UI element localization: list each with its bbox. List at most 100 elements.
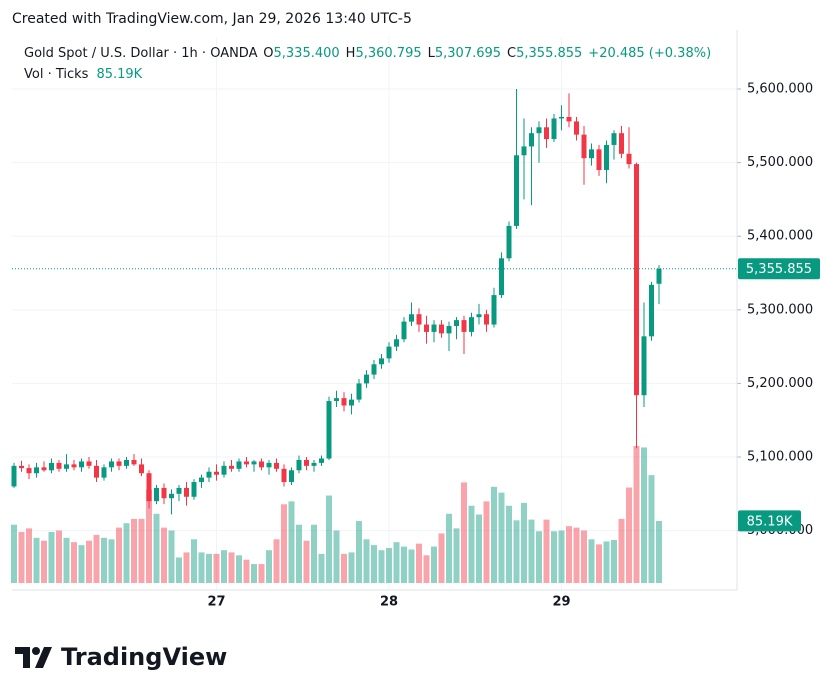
volume-bar: [183, 552, 190, 583]
candle-body: [634, 164, 639, 396]
candle-body: [529, 133, 534, 147]
candle-body: [589, 149, 594, 159]
volume-bar: [258, 564, 265, 583]
volume-bar: [356, 521, 362, 583]
candle-body: [649, 284, 654, 337]
candle-body: [296, 459, 302, 471]
candle-body: [124, 459, 129, 466]
volume-bar: [206, 553, 212, 583]
volume-bar: [251, 564, 257, 583]
candle-body: [169, 493, 174, 499]
volume-bar: [191, 539, 197, 583]
volume-bar: [198, 552, 205, 583]
volume-bar: [161, 527, 167, 583]
candle-body: [394, 339, 399, 347]
symbol: Gold Spot / U.S. Dollar · 1h · OANDA: [24, 46, 258, 61]
volume-bar: [423, 555, 430, 583]
volume-bar: [408, 549, 415, 583]
last-price-tag: [738, 258, 820, 280]
candle-body: [229, 465, 234, 469]
x-tick-label: 29: [552, 595, 570, 610]
volume-bar: [176, 557, 182, 583]
last-price-label: 5,355.855: [746, 262, 812, 277]
candle-body: [319, 458, 324, 463]
volume-bar: [476, 514, 482, 583]
volume-bar: [326, 495, 332, 583]
candle-body: [514, 155, 519, 226]
brand: TradingView: [61, 643, 227, 671]
candle-body: [484, 314, 489, 325]
volume-bar: [386, 548, 392, 583]
candle-body: [409, 314, 414, 322]
candle-body: [454, 320, 459, 327]
y-tick-label: 5,200.000: [747, 376, 813, 391]
volume-bar: [101, 537, 107, 583]
candle-body: [334, 398, 339, 402]
candle-body: [11, 465, 17, 487]
candle-body: [139, 464, 144, 474]
volume-bar: [596, 544, 602, 583]
volume-bar: [296, 524, 302, 583]
volume-bar: [573, 527, 580, 583]
volume-bar: [626, 487, 632, 583]
candle-body: [574, 121, 579, 135]
candle-body: [86, 461, 92, 466]
volume-bar: [588, 539, 595, 583]
candle-body: [566, 116, 572, 122]
candle-body: [476, 314, 482, 318]
y-tick-label: 5,600.000: [747, 82, 813, 97]
change: +20.485 (+0.38%): [588, 46, 711, 61]
volume-bar: [371, 545, 377, 583]
candle-body: [416, 314, 422, 325]
volume-bar: [243, 559, 250, 583]
candle-body: [221, 465, 227, 475]
grid: [12, 37, 741, 590]
candle-body: [94, 465, 99, 478]
volume-legend: Vol · Ticks 85.19K: [24, 67, 143, 82]
candle-body: [341, 398, 347, 406]
logo-icon: [35, 647, 52, 668]
ohlc-key: O: [263, 46, 273, 61]
volume-bar: [446, 513, 452, 583]
volume-bar: [468, 505, 475, 583]
candle-body: [206, 471, 212, 478]
candle-body: [401, 321, 407, 340]
y-tick-label: 5,300.000: [747, 302, 813, 317]
last-volume-tag: [738, 510, 801, 532]
volume-bar: [416, 543, 422, 583]
volume-bar: [431, 546, 437, 583]
candle-body: [19, 465, 24, 469]
volume-bar: [318, 553, 325, 583]
candle-body: [109, 461, 114, 468]
candle-body: [544, 127, 549, 140]
candle-body: [154, 487, 159, 502]
candle-body: [146, 473, 152, 502]
candle-body: [56, 462, 62, 469]
volume-bar: [641, 447, 647, 583]
volume-bar: [168, 530, 175, 583]
volume-bar: [63, 537, 70, 583]
candle-body: [506, 225, 512, 259]
candle-body: [641, 336, 647, 396]
ohlc-key: C: [507, 46, 516, 61]
y-tick-label: 5,400.000: [747, 229, 813, 244]
candle-body: [536, 127, 542, 134]
volume-bar: [393, 542, 400, 583]
y-tick-label: 5,100.000: [747, 450, 813, 465]
volume-bar: [438, 533, 445, 583]
ohlc-value: 5,360.795: [355, 46, 421, 61]
volume-bar: [401, 546, 407, 583]
candle-body: [304, 459, 309, 466]
candle-body: [364, 374, 369, 384]
candle-body: [49, 462, 54, 471]
candle-body: [311, 462, 317, 466]
ohlc-key: H: [346, 46, 356, 61]
candle-body: [191, 482, 197, 497]
candle-body: [326, 401, 332, 459]
volume-bar: [11, 524, 17, 583]
candle-body: [161, 487, 167, 499]
ohlc-value: 5,355.855: [516, 46, 582, 61]
candle-body: [439, 324, 444, 334]
volume-bar: [41, 540, 47, 583]
